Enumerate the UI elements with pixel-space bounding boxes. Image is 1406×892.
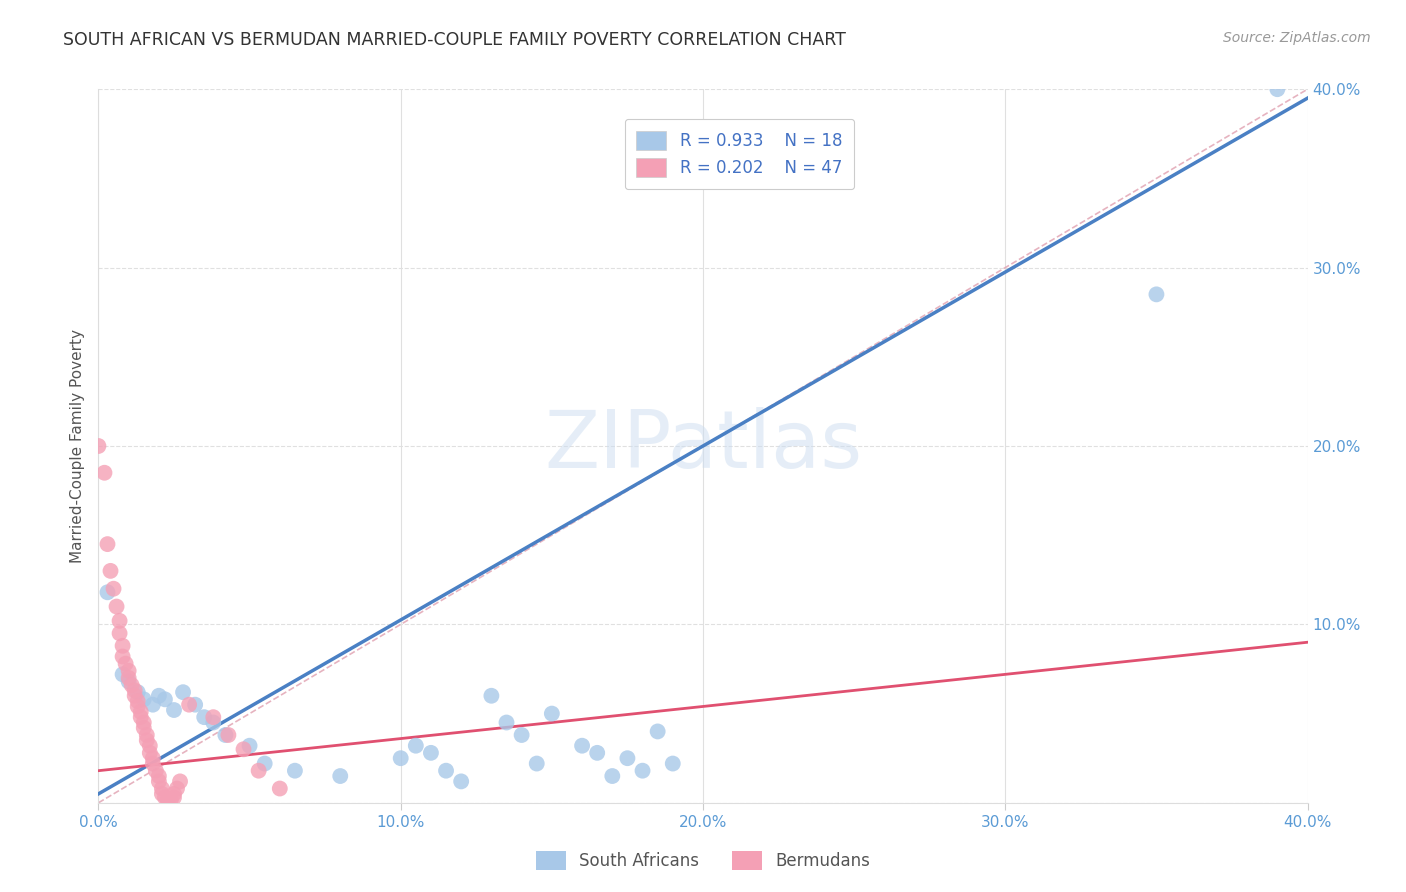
Point [135,733,157,747]
Point [540,706,562,721]
Point [148,689,170,703]
Point [156,792,179,806]
Point [105,599,128,614]
Point [217,728,239,742]
Point [1144,287,1167,301]
Point [135,728,157,742]
Point [253,756,276,771]
Point [202,710,225,724]
Point [111,667,134,681]
Point [495,715,517,730]
Point [145,764,167,778]
Point [148,774,170,789]
Point [214,728,236,742]
Point [148,769,170,783]
Point [118,664,141,678]
Point [662,756,685,771]
Point [160,792,183,806]
Point [139,739,162,753]
Point [153,692,176,706]
Point [111,649,134,664]
Point [247,764,270,778]
Point [124,683,146,698]
Point [96,537,118,551]
Point [150,787,173,801]
Point [571,739,593,753]
Point [142,756,165,771]
Point [127,694,149,708]
Point [156,794,179,808]
Point [87,439,110,453]
Point [481,689,503,703]
Point [121,678,143,692]
Point [202,715,225,730]
Point [232,742,254,756]
Point [389,751,412,765]
Point [118,674,141,689]
Point [103,582,125,596]
Point [434,764,457,778]
Point [124,689,146,703]
Point [142,751,165,765]
Point [96,585,118,599]
Text: ZIPatlas: ZIPatlas [544,407,862,485]
Point [108,614,131,628]
Point [132,721,155,735]
Point [153,790,176,805]
Point [129,710,152,724]
Point [510,728,533,742]
Point [184,698,207,712]
Text: Source: ZipAtlas.com: Source: ZipAtlas.com [1223,31,1371,45]
Point [163,790,186,805]
Legend: South Africans, Bermudans: South Africans, Bermudans [529,844,877,877]
Point [269,781,291,796]
Point [631,764,654,778]
Point [139,746,162,760]
Point [179,698,201,712]
Point [1267,82,1289,96]
Point [169,774,191,789]
Y-axis label: Married-Couple Family Poverty: Married-Couple Family Poverty [70,329,86,563]
Point [118,671,141,685]
Point [111,639,134,653]
Text: SOUTH AFRICAN VS BERMUDAN MARRIED-COUPLE FAMILY POVERTY CORRELATION CHART: SOUTH AFRICAN VS BERMUDAN MARRIED-COUPLE… [63,31,846,49]
Point [602,769,624,783]
Point [108,626,131,640]
Point [647,724,669,739]
Point [284,764,307,778]
Point [420,746,443,760]
Point [127,699,149,714]
Point [142,698,165,712]
Point [405,739,427,753]
Point [132,692,155,706]
Point [150,781,173,796]
Point [163,787,186,801]
Point [100,564,122,578]
Point [114,657,136,671]
Point [526,756,548,771]
Point [193,710,215,724]
Point [329,769,352,783]
Point [127,685,149,699]
Point [239,739,262,753]
Point [450,774,472,789]
Point [129,705,152,719]
Point [586,746,609,760]
Point [166,781,188,796]
Point [93,466,115,480]
Point [616,751,638,765]
Point [132,715,155,730]
Point [163,703,186,717]
Point [172,685,194,699]
